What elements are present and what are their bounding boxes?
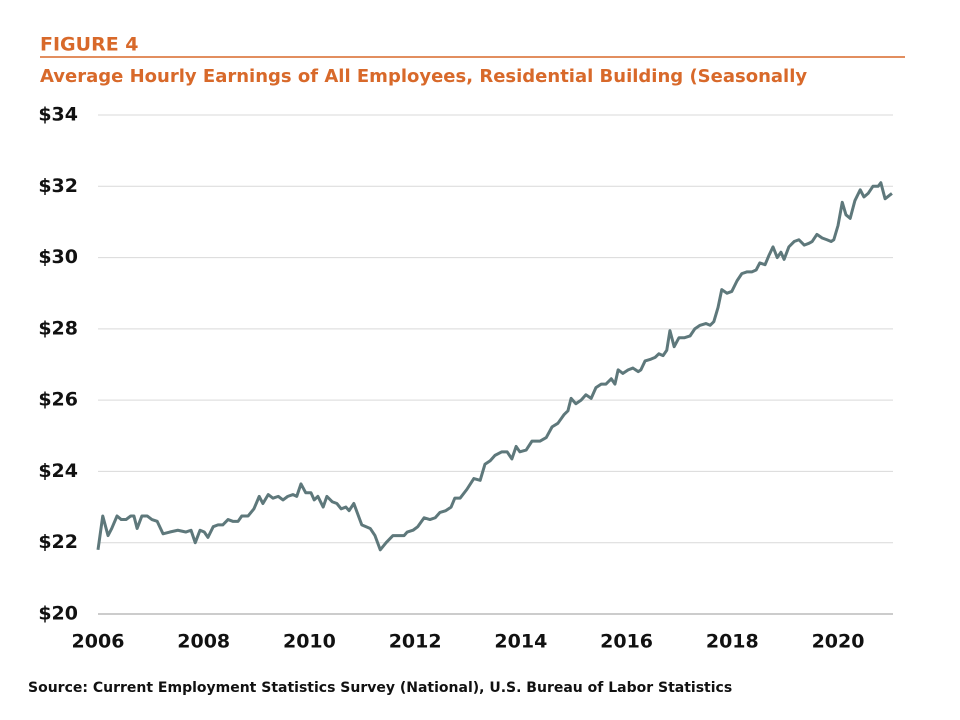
figure-label: FIGURE 4: [40, 34, 139, 56]
y-tick-label: $30: [38, 246, 78, 268]
x-tick-label: 2010: [283, 631, 336, 653]
y-tick-label: $22: [38, 531, 78, 553]
x-tick-label: 2020: [812, 631, 865, 653]
y-tick-label: $24: [38, 460, 78, 482]
y-tick-label: $26: [38, 389, 78, 411]
y-tick-label: $34: [38, 104, 78, 126]
y-tick-label: $28: [38, 317, 78, 339]
x-tick-label: 2014: [494, 631, 547, 653]
x-tick-label: 2016: [600, 631, 653, 653]
data-line: [96, 181, 893, 552]
x-tick-label: 2008: [177, 631, 230, 653]
y-tick-label: $32: [38, 175, 78, 197]
x-tick-label: 2006: [72, 631, 125, 653]
x-tick-label: 2012: [389, 631, 442, 653]
y-tick-label: $20: [38, 603, 78, 625]
x-tick-label: 2018: [706, 631, 759, 653]
source-note: Source: Current Employment Statistics Su…: [28, 680, 732, 696]
chart-title: Average Hourly Earnings of All Employees…: [40, 66, 807, 87]
